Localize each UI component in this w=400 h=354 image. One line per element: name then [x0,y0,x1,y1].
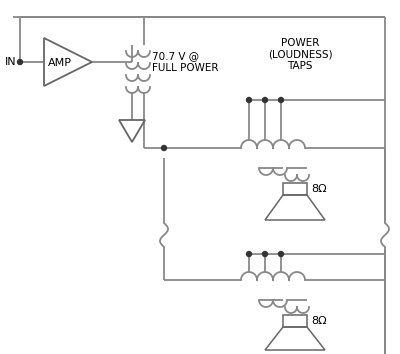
Text: 8Ω: 8Ω [311,184,327,194]
Circle shape [278,251,284,257]
Circle shape [246,251,252,257]
Text: AMP: AMP [48,58,72,68]
Text: 8Ω: 8Ω [311,316,327,326]
Text: 70.7 V @
FULL POWER: 70.7 V @ FULL POWER [152,51,218,73]
Text: IN: IN [5,57,17,67]
Circle shape [262,97,268,103]
Text: POWER
(LOUDNESS)
TAPS: POWER (LOUDNESS) TAPS [268,38,332,71]
Circle shape [162,145,166,150]
Circle shape [262,251,268,257]
Circle shape [278,97,284,103]
Circle shape [246,97,252,103]
Circle shape [18,59,22,64]
